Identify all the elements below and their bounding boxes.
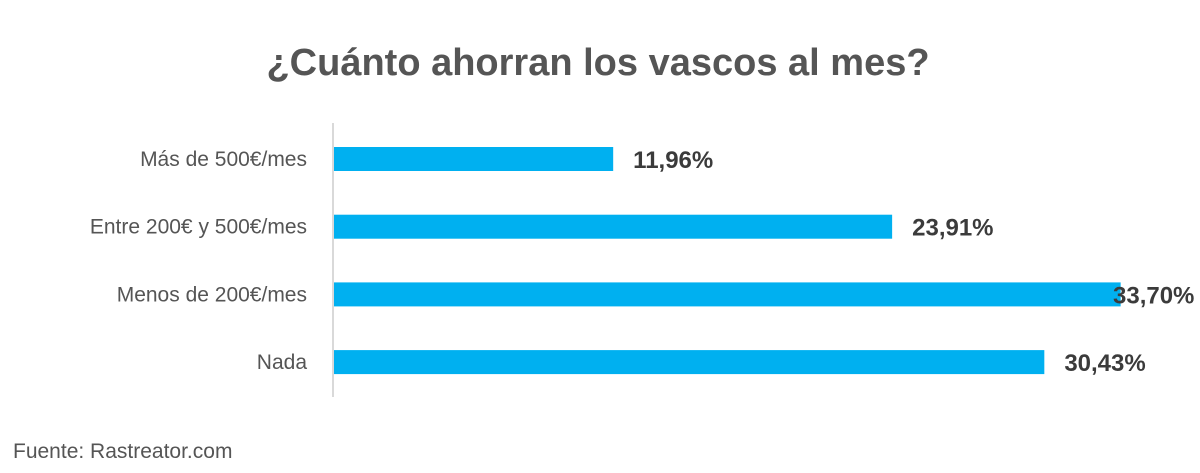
bar: [334, 282, 1121, 307]
source-note: Fuente: Rastreator.com: [13, 440, 232, 463]
bars-group: Más de 500€/mes 11,96% Entre 200€ y 500€/m…: [90, 147, 1194, 377]
category-label: Entre 200€ y 500€/mes: [90, 216, 307, 239]
category-label: Menos de 200€/mes: [117, 283, 307, 306]
bar: [334, 147, 614, 171]
category-label: Más de 500€/mes: [140, 148, 307, 171]
bar: [334, 214, 893, 239]
bar: [334, 350, 1045, 375]
category-label: Nada: [257, 351, 308, 374]
data-label: 11,96%: [633, 147, 713, 174]
data-label: 33,70%: [1113, 282, 1194, 309]
data-label: 30,43%: [1064, 350, 1145, 377]
chart-title: ¿Cuánto ahorran los vascos al mes?: [266, 42, 929, 84]
data-label: 23,91%: [912, 215, 993, 242]
